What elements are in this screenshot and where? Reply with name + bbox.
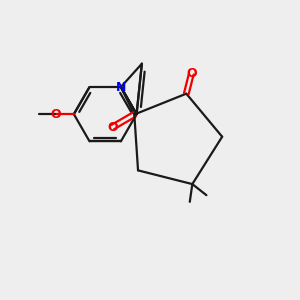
Text: O: O xyxy=(107,121,118,134)
Text: O: O xyxy=(50,108,61,121)
Text: O: O xyxy=(186,68,196,80)
Text: N: N xyxy=(116,80,126,94)
